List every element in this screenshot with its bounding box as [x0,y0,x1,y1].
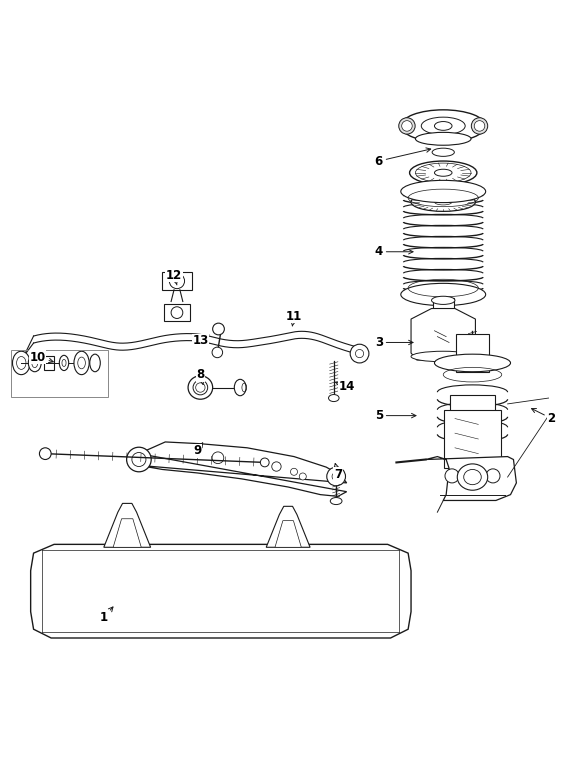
Bar [433,298,454,308]
Ellipse shape [330,498,342,505]
Polygon shape [275,521,301,547]
Polygon shape [139,442,347,496]
Text: 9: 9 [193,443,203,457]
Circle shape [212,452,224,463]
Text: 8: 8 [196,368,205,384]
Circle shape [327,467,346,486]
Ellipse shape [435,122,452,130]
Text: 11: 11 [286,310,302,326]
Ellipse shape [435,169,452,177]
Ellipse shape [90,354,101,371]
Text: 1: 1 [100,607,113,624]
Ellipse shape [435,354,510,371]
Circle shape [171,307,183,318]
Ellipse shape [260,458,269,466]
Circle shape [402,121,412,131]
Ellipse shape [188,376,213,400]
Polygon shape [113,519,141,547]
Circle shape [169,273,185,288]
Ellipse shape [74,352,89,374]
Text: 3: 3 [375,336,413,349]
Circle shape [332,473,340,481]
Ellipse shape [39,447,51,460]
Ellipse shape [411,352,476,361]
Bar [11,350,108,397]
Circle shape [213,323,225,335]
Circle shape [350,344,369,363]
Ellipse shape [432,296,455,304]
Ellipse shape [416,163,471,183]
Text: 10: 10 [29,351,54,364]
Ellipse shape [410,161,477,184]
Text: 4: 4 [375,245,413,258]
Ellipse shape [464,470,481,485]
Ellipse shape [432,148,455,156]
Ellipse shape [59,355,69,371]
Text: 14: 14 [335,380,355,393]
Ellipse shape [421,117,465,135]
Ellipse shape [401,283,486,306]
Text: 2: 2 [532,409,556,425]
Polygon shape [411,308,476,360]
Circle shape [445,469,459,483]
Ellipse shape [28,354,41,371]
Text: 5: 5 [375,409,416,422]
Ellipse shape [472,118,487,134]
Polygon shape [266,506,310,547]
Bar [450,395,495,480]
Ellipse shape [126,447,151,472]
Bar [456,333,489,371]
Ellipse shape [12,352,30,374]
Ellipse shape [411,193,476,212]
Ellipse shape [457,464,487,490]
Circle shape [475,121,485,131]
Circle shape [272,462,281,471]
Ellipse shape [399,118,415,134]
Circle shape [299,473,306,480]
Circle shape [196,383,205,392]
Bar [445,409,500,468]
Ellipse shape [401,110,486,142]
Ellipse shape [16,356,26,369]
Bar [44,356,54,370]
Ellipse shape [234,379,246,396]
Polygon shape [104,503,151,547]
Text: 12: 12 [166,269,182,285]
Ellipse shape [401,180,486,202]
Ellipse shape [435,199,452,205]
Polygon shape [426,457,516,501]
Circle shape [486,469,500,483]
Text: 6: 6 [375,148,430,167]
Text: 7: 7 [334,463,342,481]
Ellipse shape [132,453,146,466]
Ellipse shape [416,132,471,145]
Polygon shape [31,544,411,638]
Ellipse shape [329,394,339,402]
Circle shape [356,349,363,358]
Ellipse shape [193,380,208,395]
Text: 13: 13 [192,334,209,347]
Bar [164,304,190,321]
Circle shape [290,468,298,476]
Circle shape [212,347,223,358]
Bar [162,272,192,290]
